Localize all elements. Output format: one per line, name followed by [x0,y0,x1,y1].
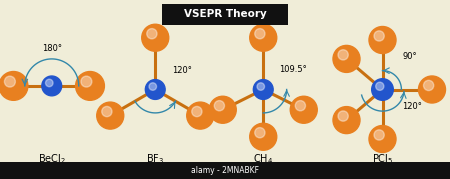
Ellipse shape [149,83,157,90]
Text: PCl$_5$: PCl$_5$ [372,152,393,166]
Ellipse shape [214,101,225,111]
Ellipse shape [209,96,236,123]
Text: 180°: 180° [42,44,62,53]
Ellipse shape [0,72,28,100]
Ellipse shape [192,107,202,117]
Ellipse shape [338,50,348,60]
FancyBboxPatch shape [0,162,450,179]
Ellipse shape [418,76,446,103]
Ellipse shape [257,83,265,90]
Ellipse shape [369,26,396,54]
Ellipse shape [369,125,396,153]
Ellipse shape [333,107,360,134]
Ellipse shape [255,128,265,138]
Ellipse shape [333,45,360,72]
Ellipse shape [81,76,92,87]
Ellipse shape [147,29,157,39]
Ellipse shape [253,80,273,99]
Ellipse shape [250,123,277,150]
Text: 109.5°: 109.5° [279,65,306,74]
Ellipse shape [338,111,348,121]
Ellipse shape [374,130,384,140]
Ellipse shape [250,24,277,51]
Ellipse shape [372,79,393,100]
Text: BeCl$_2$: BeCl$_2$ [38,152,66,166]
Ellipse shape [97,102,124,129]
Ellipse shape [45,79,53,87]
Text: 120°: 120° [402,102,422,111]
Ellipse shape [76,72,104,100]
Ellipse shape [187,102,214,129]
Ellipse shape [145,80,165,99]
Ellipse shape [295,101,306,111]
Text: 90°: 90° [403,52,418,61]
Ellipse shape [4,76,15,87]
Ellipse shape [255,29,265,39]
Ellipse shape [42,76,62,96]
Ellipse shape [374,31,384,41]
Ellipse shape [423,80,434,91]
Ellipse shape [102,107,112,117]
Text: 120°: 120° [172,66,192,75]
Text: alamy - 2MNABKF: alamy - 2MNABKF [191,166,259,175]
Ellipse shape [142,24,169,51]
Ellipse shape [376,82,384,90]
FancyBboxPatch shape [162,4,288,25]
Text: BF$_3$: BF$_3$ [146,152,164,166]
Ellipse shape [290,96,317,123]
Text: VSEPR Theory: VSEPR Theory [184,9,266,19]
Text: CH$_4$: CH$_4$ [253,152,273,166]
